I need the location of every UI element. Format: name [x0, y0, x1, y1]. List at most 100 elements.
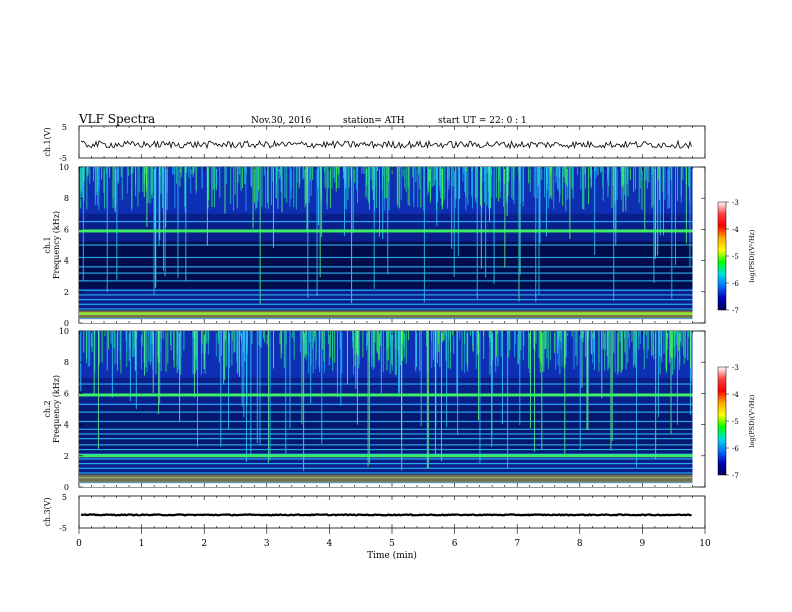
spectrogram-burst — [141, 331, 143, 342]
spectrogram-burst — [293, 331, 295, 342]
spectrogram-burst — [232, 167, 234, 211]
spectrogram-burst — [582, 331, 584, 338]
spectrogram-sferic — [352, 167, 354, 234]
spectrogram-burst — [576, 331, 578, 366]
spectrogram-burst — [218, 331, 220, 363]
spectrogram-burst — [635, 331, 637, 368]
spectrogram-burst — [502, 167, 504, 207]
spectrogram-burst — [437, 167, 439, 203]
spectrogram-burst — [555, 167, 557, 183]
spectrogram-burst — [448, 167, 450, 186]
spectrogram-burst — [448, 331, 450, 340]
spectrogram-burst — [546, 331, 548, 359]
spectrogram-band — [79, 458, 693, 460]
spectrogram-burst — [483, 331, 485, 337]
spectrogram-burst — [683, 331, 685, 365]
spectrogram-burst — [681, 331, 683, 347]
spectrogram-burst — [624, 331, 626, 353]
spectrogram-burst — [372, 167, 374, 191]
spectrogram-burst — [580, 331, 582, 339]
spectrogram-burst — [538, 331, 540, 358]
spectrogram-burst — [162, 331, 164, 340]
spectrogram-sferic — [480, 167, 482, 269]
spectrogram-burst — [646, 167, 648, 182]
spectrogram-burst — [186, 167, 188, 173]
spectrogram-burst — [352, 331, 354, 348]
spectrogram-burst — [529, 167, 531, 192]
spectrogram-burst — [304, 167, 306, 208]
spectrogram-sferic — [615, 167, 617, 246]
spectrogram-burst — [165, 331, 167, 372]
spectrogram-burst — [218, 331, 220, 339]
spectrogram-burst — [559, 167, 561, 203]
spectrogram-sferic — [387, 167, 389, 275]
spectrogram-burst — [484, 167, 486, 203]
spectrogram-burst — [332, 331, 334, 372]
spectrogram-burst — [547, 167, 549, 209]
spectrogram-burst — [173, 167, 175, 175]
x-tick-label: 3 — [264, 539, 270, 549]
spectrogram-burst — [491, 167, 493, 198]
spectrogram-burst — [399, 167, 401, 209]
spectrogram-burst — [114, 331, 116, 365]
spectrogram-burst — [334, 167, 336, 183]
spectrogram-burst — [83, 167, 85, 181]
spectrogram-burst — [418, 167, 420, 175]
spectrogram-burst — [179, 167, 181, 173]
spectrogram-burst — [87, 331, 89, 367]
y-tick-label: 10 — [59, 327, 69, 336]
spectrogram-burst — [607, 167, 609, 183]
spectrogram-burst — [368, 167, 370, 204]
spectrogram-burst — [438, 331, 440, 352]
waveform-ytick-label: 5 — [62, 123, 67, 132]
y-tick-label: 0 — [64, 483, 69, 492]
spectrogram-low-band — [79, 474, 693, 483]
spectrogram-burst — [348, 167, 350, 188]
spectrogram-burst — [665, 331, 667, 369]
spectrogram-burst — [397, 167, 399, 173]
spectrogram-burst — [687, 331, 689, 338]
spectrogram-sferic — [224, 167, 226, 214]
spectrogram-sferic — [252, 167, 254, 229]
spectrogram-burst — [592, 331, 594, 364]
spectrogram-burst — [204, 331, 206, 374]
spectrogram-burst — [323, 167, 325, 172]
spectrogram-burst — [371, 331, 373, 367]
spectrogram-burst — [429, 167, 431, 183]
spectrogram-burst — [463, 167, 465, 174]
ch1-ylabel: ch.1 — [43, 236, 52, 253]
spectrogram-burst — [366, 331, 368, 346]
spectrogram-burst — [584, 331, 586, 357]
spectrogram-burst — [251, 331, 253, 344]
spectrogram-sferic — [614, 167, 616, 201]
spectrogram-sferic — [426, 331, 428, 469]
spectrogram-burst — [94, 167, 96, 205]
spectrogram-burst — [145, 167, 147, 175]
spectrogram-burst — [676, 331, 678, 346]
spectrogram-burst — [119, 331, 121, 360]
spectrogram-burst — [331, 167, 333, 189]
spectrogram-sferic — [491, 331, 493, 394]
spectrogram-burst — [604, 331, 606, 351]
spectrogram-burst — [132, 331, 134, 358]
spectrogram-burst — [441, 167, 443, 207]
spectrogram-burst — [196, 331, 198, 371]
spectrogram-burst — [126, 331, 128, 352]
spectrogram-burst — [343, 167, 345, 179]
spectrogram-burst — [404, 167, 406, 188]
spectrogram-burst — [137, 167, 139, 207]
spectrogram-sferic — [368, 331, 370, 464]
spectrogram-burst — [245, 167, 247, 211]
spectrogram-sferic — [336, 331, 338, 398]
spectrogram-burst — [80, 167, 82, 192]
spectrogram-burst — [412, 167, 414, 178]
spectrogram-burst — [627, 331, 629, 364]
spectrogram-burst — [305, 331, 307, 360]
spectrogram-burst — [687, 331, 689, 361]
spectrogram-burst — [230, 167, 232, 205]
spectrogram-burst — [279, 167, 281, 179]
spectrogram-burst — [167, 331, 169, 364]
spectrogram-burst — [194, 331, 196, 374]
spectrogram-sferic — [224, 331, 226, 380]
